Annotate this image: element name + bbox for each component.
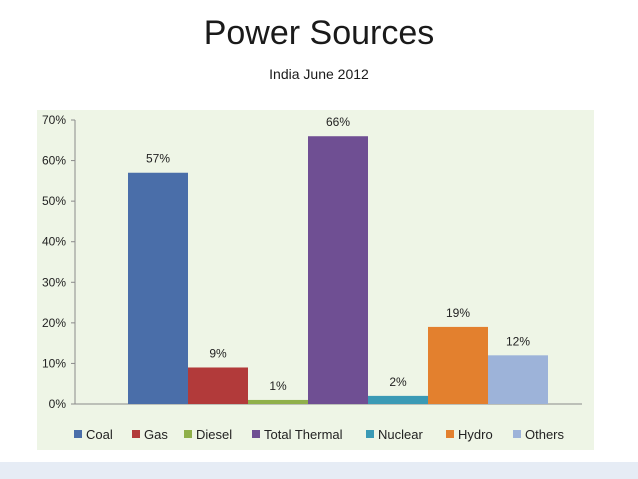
bar-total-thermal xyxy=(308,136,368,404)
legend-swatch xyxy=(446,430,454,438)
bar-diesel xyxy=(248,399,308,404)
legend-label: Coal xyxy=(86,427,113,442)
legend-label: Hydro xyxy=(458,427,493,442)
y-tick-label: 20% xyxy=(42,316,66,330)
legend-label: Gas xyxy=(144,427,168,442)
y-tick-label: 40% xyxy=(42,235,66,249)
data-label: 9% xyxy=(209,346,227,360)
bottom-band xyxy=(0,462,638,479)
bar-others xyxy=(488,355,548,404)
y-tick-label: 10% xyxy=(42,356,66,370)
legend-swatch xyxy=(184,430,192,438)
y-tick-label: 0% xyxy=(49,397,67,411)
data-label: 66% xyxy=(326,115,350,129)
bar-gas xyxy=(188,367,248,404)
chart-subtitle: India June 2012 xyxy=(269,66,369,82)
legend-swatch xyxy=(74,430,82,438)
bar-coal xyxy=(128,172,188,404)
data-label: 12% xyxy=(506,334,530,348)
legend-swatch xyxy=(366,430,374,438)
data-label: 2% xyxy=(389,375,407,389)
y-tick-label: 60% xyxy=(42,154,66,168)
data-label: 1% xyxy=(269,379,287,393)
legend-label: Total Thermal xyxy=(264,427,343,442)
legend-swatch xyxy=(513,430,521,438)
legend-label: Nuclear xyxy=(378,427,423,442)
y-tick-label: 50% xyxy=(42,194,66,208)
slide: Power Sources India June 2012 0% 10% 20% 30… xyxy=(37,14,594,450)
chart-title: Power Sources xyxy=(203,14,435,52)
y-tick-label: 70% xyxy=(42,113,66,127)
data-label: 19% xyxy=(446,306,470,320)
bar-nuclear xyxy=(368,395,428,404)
legend-swatch xyxy=(132,430,140,438)
legend-swatch xyxy=(252,430,260,438)
data-label: 57% xyxy=(146,152,170,166)
bar-hydro xyxy=(428,326,488,404)
y-tick-label: 30% xyxy=(42,275,66,289)
legend-label: Diesel xyxy=(196,427,232,442)
legend-label: Others xyxy=(525,427,565,442)
